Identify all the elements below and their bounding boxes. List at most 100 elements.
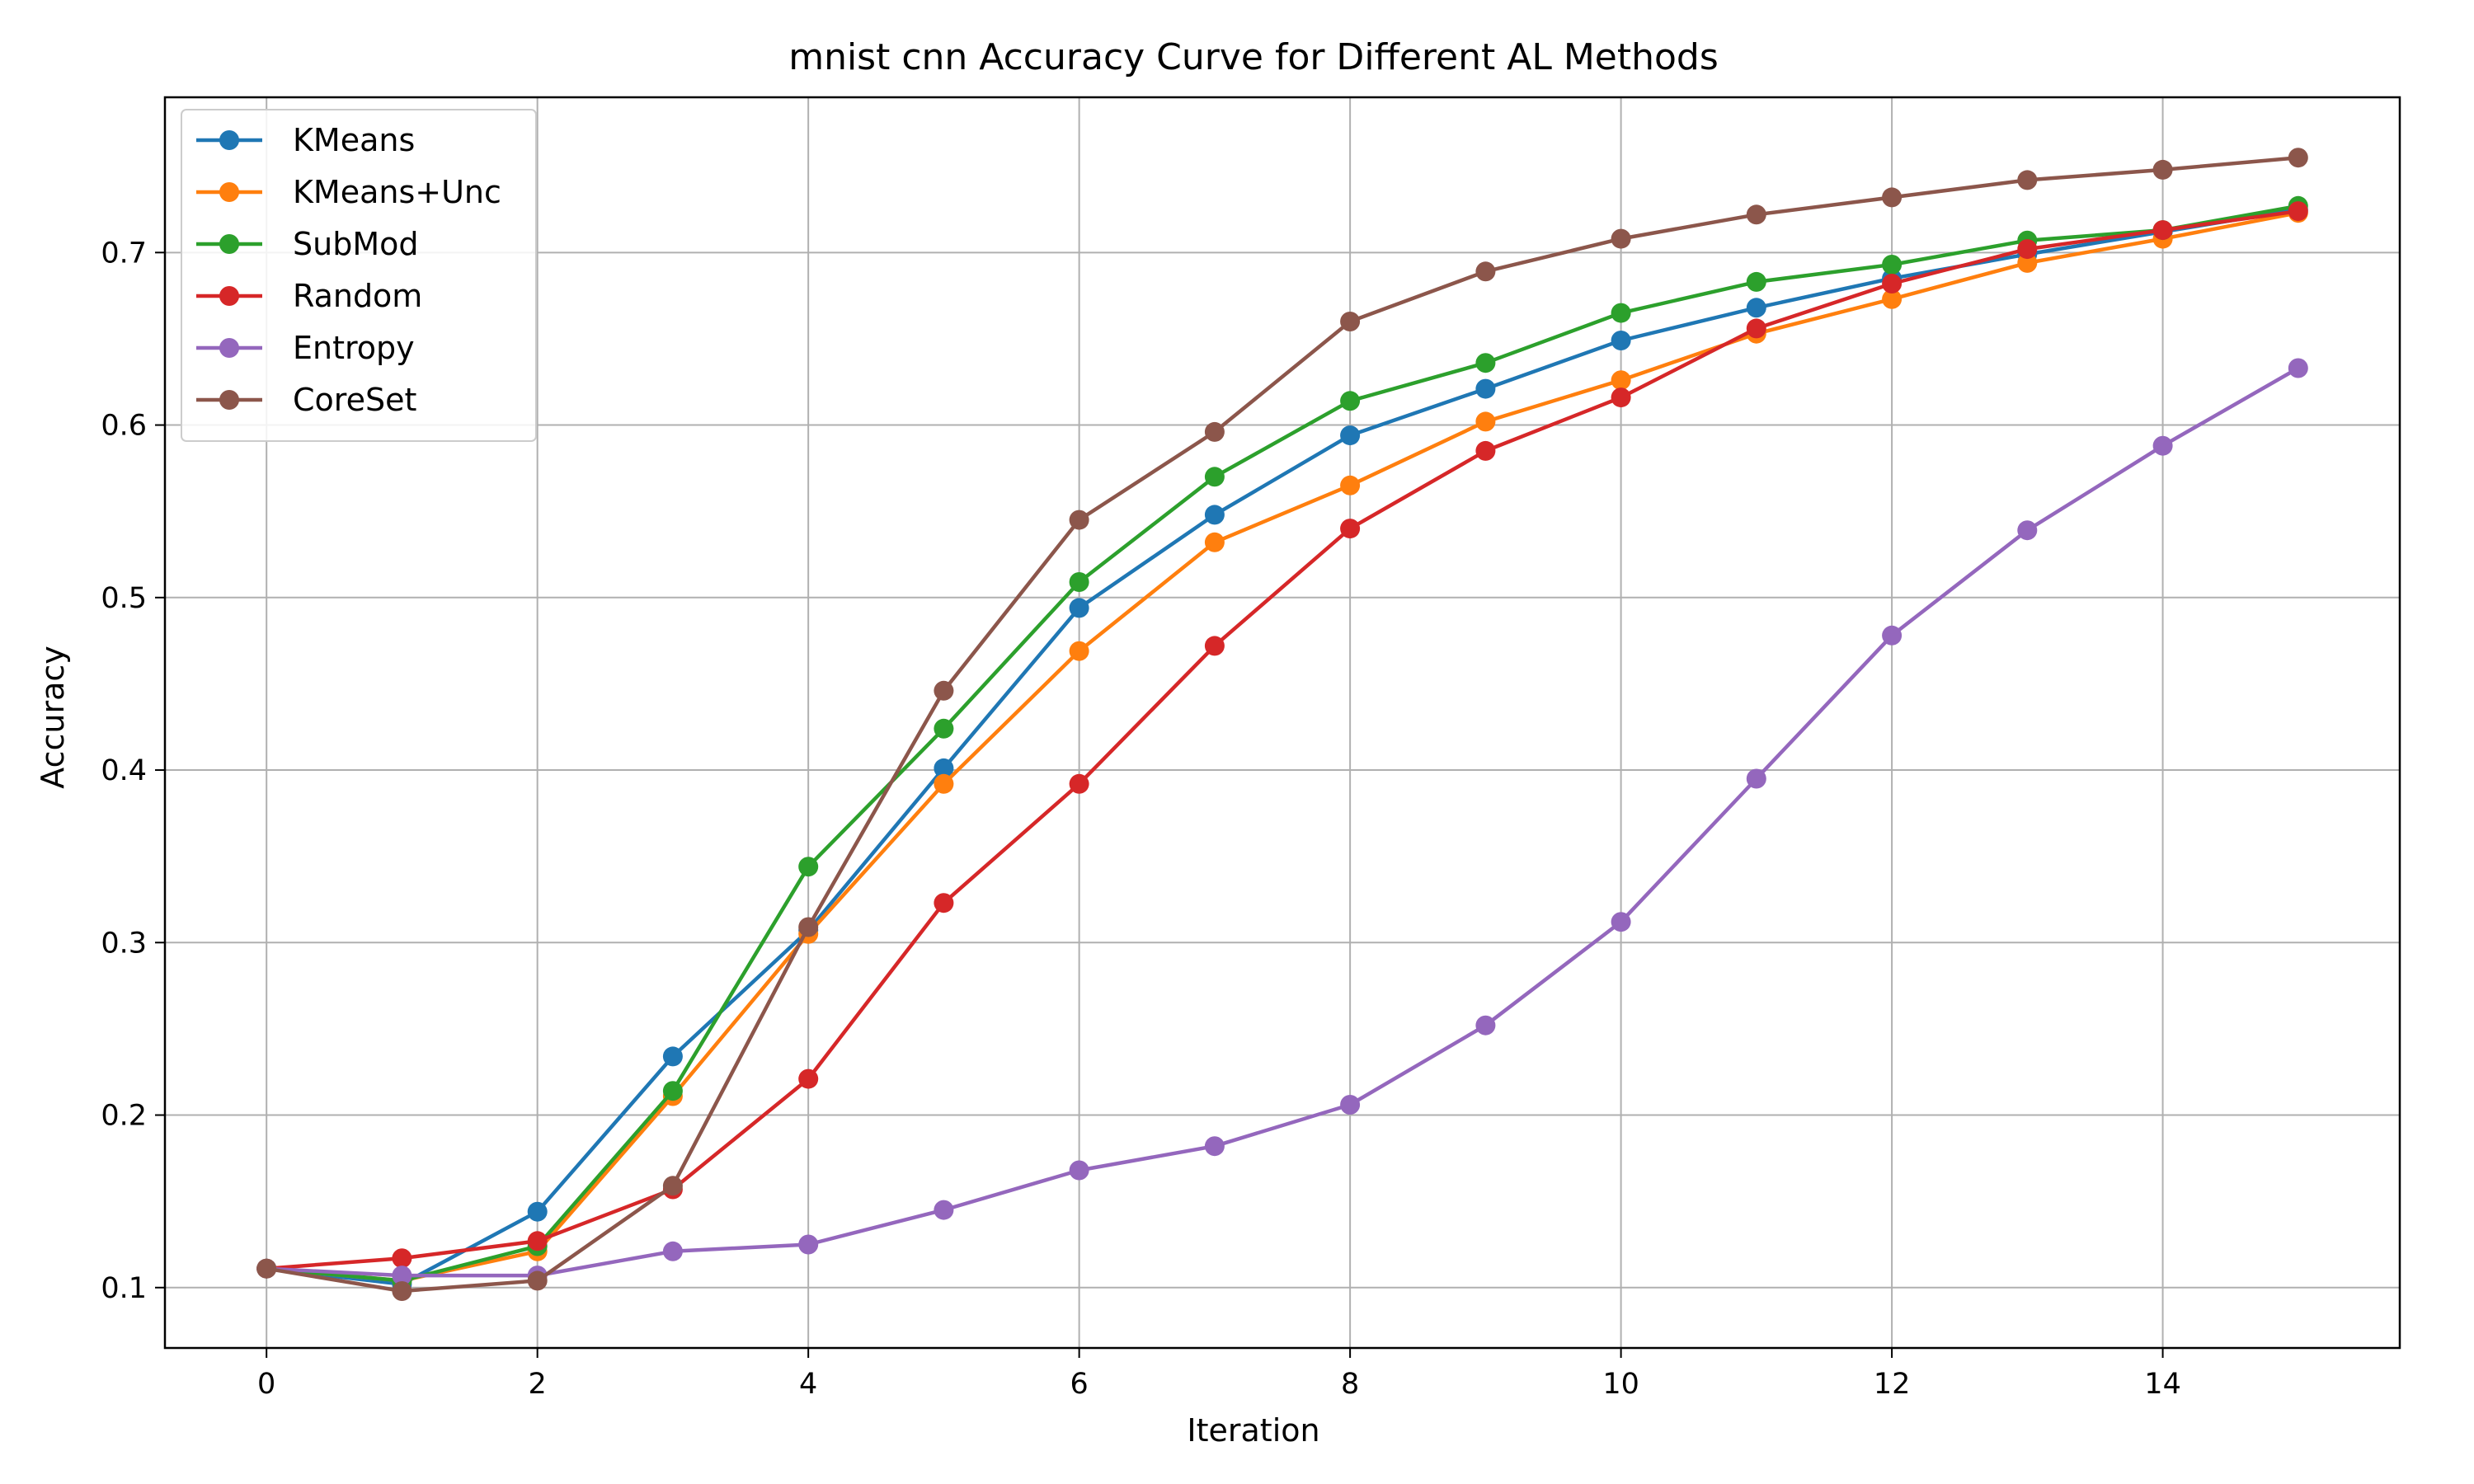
y-tick-label: 0.1 <box>101 1272 147 1305</box>
data-point <box>1746 318 1766 339</box>
data-point <box>1475 440 1496 461</box>
data-point <box>1611 303 1631 323</box>
data-point <box>1611 387 1631 408</box>
legend-swatch-marker <box>219 234 239 254</box>
y-tick-label: 0.2 <box>101 1100 147 1133</box>
y-axis-label: Accuracy <box>35 646 71 789</box>
data-point <box>934 773 954 794</box>
data-point <box>1611 912 1631 932</box>
plot-frame <box>163 96 2401 1350</box>
data-point <box>798 1068 819 1089</box>
data-point <box>1746 271 1766 292</box>
series-line <box>264 155 2301 1294</box>
legend-swatch-marker <box>219 182 239 202</box>
x-tick-label: 10 <box>1602 1368 1639 1401</box>
data-point <box>1475 411 1496 432</box>
data-point <box>1069 641 1089 661</box>
data-point <box>1340 312 1361 331</box>
data-point <box>1882 187 1903 208</box>
legend-label: Random <box>293 278 422 314</box>
data-point <box>2152 220 2173 241</box>
series-line <box>264 209 2301 1270</box>
x-axis-label: Iteration <box>1187 1412 1319 1449</box>
legend: KMeans KMeans+Unc SubMod Random Entropy CoreS… <box>181 109 537 442</box>
data-point <box>1340 1095 1361 1115</box>
series-layer <box>256 148 2308 1301</box>
data-point <box>934 718 954 739</box>
ticks: 0 2 4 6 8 10 12 14 0.1 0.2 0.3 0.4 0.5 0.6 0.7 <box>101 237 2181 1401</box>
data-point <box>2017 239 2038 260</box>
data-point <box>1340 519 1361 539</box>
data-point <box>1475 261 1496 282</box>
data-point <box>1069 510 1089 530</box>
legend-swatch-marker <box>219 130 239 150</box>
data-point <box>1340 475 1361 495</box>
data-point <box>256 1258 277 1279</box>
legend-item: KMeans <box>196 122 415 158</box>
series-kmeans <box>256 200 2308 1294</box>
data-point <box>1204 421 1225 442</box>
data-point <box>1475 378 1496 399</box>
data-point <box>662 1176 683 1196</box>
data-point <box>934 680 954 701</box>
data-point <box>1069 572 1089 592</box>
series-line <box>264 204 2301 1283</box>
data-point <box>1746 204 1766 225</box>
data-point <box>1611 228 1631 249</box>
y-tick-label: 0.6 <box>101 410 147 443</box>
data-point <box>934 758 954 778</box>
x-tick-label: 12 <box>1874 1368 1911 1401</box>
data-point <box>1611 370 1631 391</box>
data-point <box>934 1200 954 1220</box>
data-point <box>2288 201 2308 222</box>
data-point <box>1882 289 1903 309</box>
x-tick-label: 14 <box>2144 1368 2181 1401</box>
legend-label: KMeans+Unc <box>293 174 501 210</box>
legend-label: KMeans <box>293 122 415 158</box>
data-point <box>2152 159 2173 180</box>
data-point <box>392 1248 412 1269</box>
y-tick-label: 0.5 <box>101 582 147 615</box>
x-tick-label: 8 <box>1341 1368 1359 1401</box>
data-point <box>392 1281 412 1301</box>
data-point <box>2152 435 2173 456</box>
data-point <box>2288 148 2308 168</box>
data-point <box>1204 467 1225 487</box>
data-point <box>1611 331 1631 350</box>
x-tick-label: 0 <box>257 1368 275 1401</box>
data-point <box>1746 768 1766 789</box>
legend-label: SubMod <box>293 226 418 262</box>
legend-label: Entropy <box>293 330 415 366</box>
legend-swatch-marker <box>219 338 239 358</box>
x-tick-label: 2 <box>529 1368 547 1401</box>
legend-swatch-marker <box>219 390 239 410</box>
series-line <box>264 366 2301 1278</box>
data-point <box>662 1241 683 1261</box>
x-tick-label: 6 <box>1070 1368 1088 1401</box>
series-coreset <box>256 148 2308 1301</box>
legend-box <box>181 109 537 442</box>
data-point <box>1204 636 1225 656</box>
data-point <box>662 1081 683 1101</box>
data-point <box>1204 532 1225 552</box>
series-line <box>264 207 2301 1286</box>
data-point <box>798 917 819 937</box>
data-point <box>1475 353 1496 373</box>
y-tick-label: 0.3 <box>101 927 147 960</box>
y-tick-label: 0.7 <box>101 237 147 270</box>
data-point <box>392 1266 412 1286</box>
legend-item: Random <box>196 278 422 314</box>
series-random <box>256 201 2308 1279</box>
data-point <box>2017 170 2038 190</box>
data-point <box>1882 274 1903 294</box>
legend-swatch-marker <box>219 286 239 306</box>
legend-item: CoreSet <box>196 382 416 418</box>
data-point <box>527 1231 548 1252</box>
data-point <box>1340 425 1361 446</box>
legend-item: SubMod <box>196 226 418 262</box>
data-point <box>1746 298 1766 318</box>
legend-label: CoreSet <box>293 382 416 418</box>
data-point <box>1882 625 1903 646</box>
data-point <box>2017 520 2038 541</box>
